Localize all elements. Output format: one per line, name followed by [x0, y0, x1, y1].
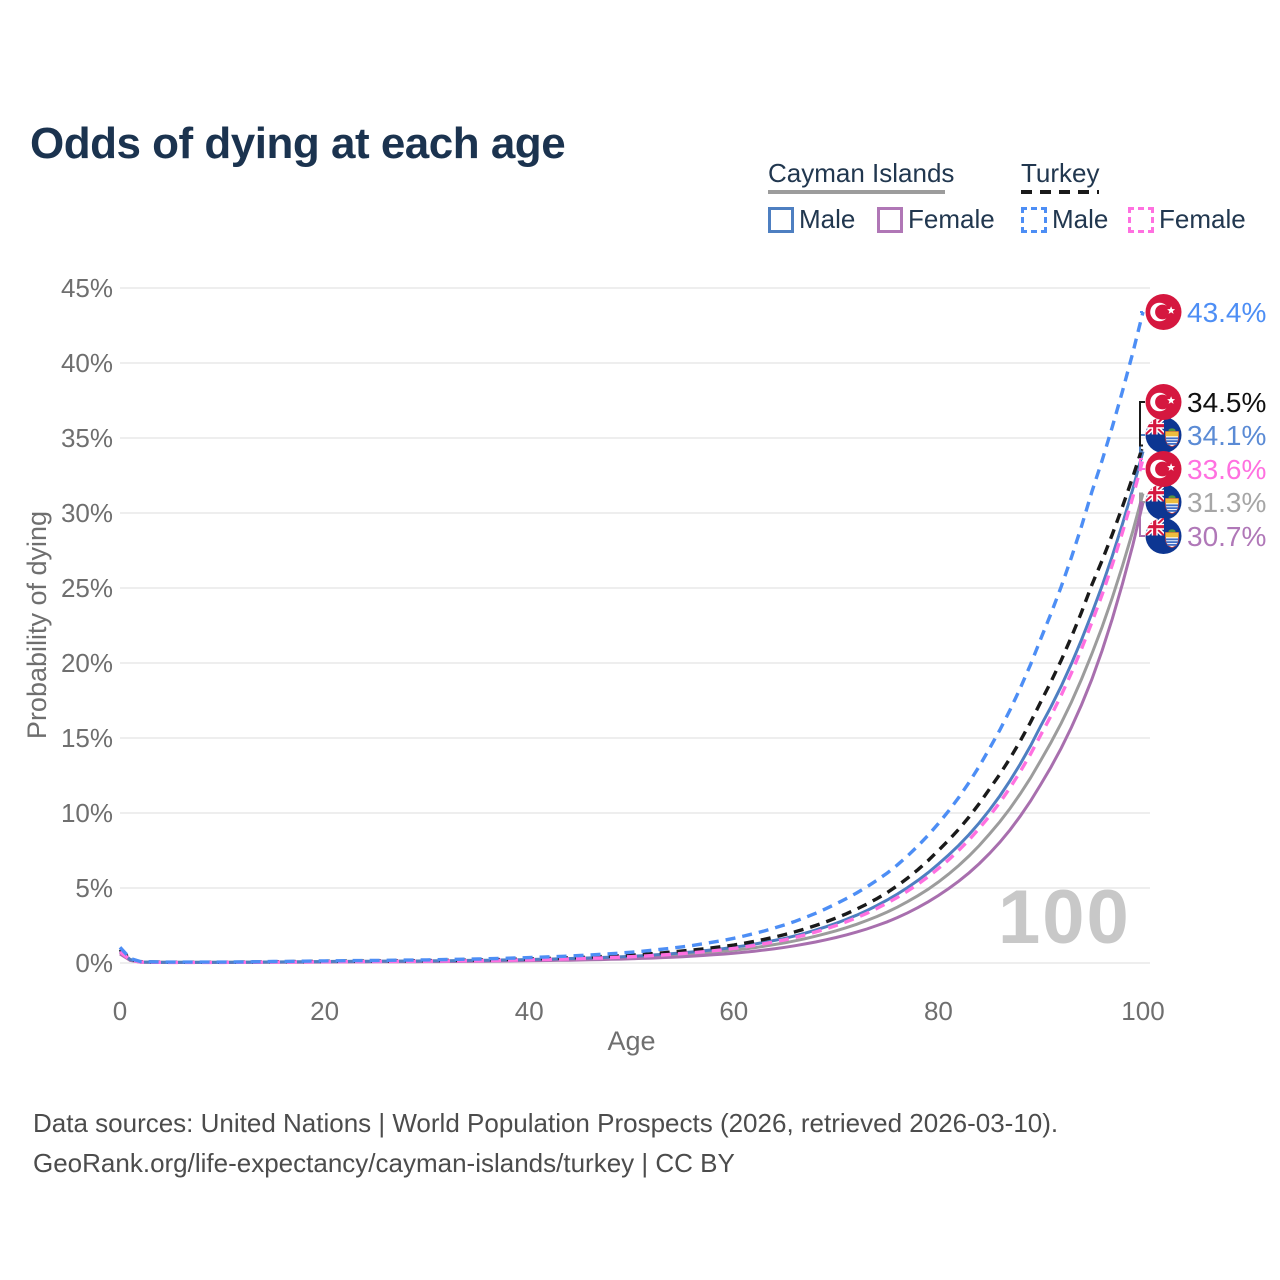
age-counter-watermark: 100: [998, 875, 1131, 960]
legend-item-cayman-male[interactable]: Male: [768, 204, 855, 235]
turkey-flag-icon: [1145, 451, 1182, 487]
cayman-flag-union-jack: [1145, 484, 1164, 502]
series-line-cayman-both: [119, 493, 1145, 964]
end-value-label-turkey-male: 43.4%: [1187, 297, 1266, 328]
cayman-flag-field: [1145, 417, 1182, 453]
y-tick-label: 10%: [61, 798, 113, 828]
legend-item-cayman-female[interactable]: Female: [877, 204, 995, 235]
cayman-islands-flag-icon: [1145, 484, 1182, 520]
legend-item-label: Female: [908, 204, 995, 234]
y-tick-label: 40%: [61, 348, 113, 378]
label-connector-cayman-female: [1139, 501, 1145, 537]
end-value-label-cayman-male: 34.1%: [1187, 420, 1266, 451]
y-tick-label: 45%: [61, 273, 113, 303]
x-tick-label: 40: [515, 996, 544, 1026]
x-tick-label: 100: [1121, 996, 1164, 1026]
legend-underline-turkey-dashed-line: [1021, 190, 1099, 194]
y-tick-label: 5%: [75, 873, 113, 903]
series-line-turkey-female: [118, 458, 1145, 965]
series-line-cayman-male: [119, 451, 1145, 964]
cayman-flag-union-jack: [1145, 518, 1164, 536]
cayman-flag-crest: [1165, 529, 1179, 548]
page-title: Odds of dying at each age: [30, 119, 566, 169]
turkey-flag-crescent: [1155, 394, 1170, 410]
end-value-label-turkey-female: 33.6%: [1187, 454, 1266, 485]
end-value-label-cayman-both: 31.3%: [1187, 487, 1266, 518]
y-axis-title: Probability of dying: [22, 511, 52, 739]
legend-group-turkey: Turkey: [1021, 158, 1100, 188]
cayman-flag-field: [1145, 518, 1182, 554]
turkey-flag-star: [1167, 463, 1176, 471]
legend-item-label: Male: [1052, 204, 1109, 234]
x-tick-label: 60: [719, 996, 748, 1026]
legend-item-turkey-female[interactable]: Female: [1128, 204, 1246, 235]
y-tick-label: 35%: [61, 423, 113, 453]
y-tick-label: 0%: [75, 948, 113, 978]
legend-group-cayman-islands: Cayman Islands: [768, 158, 955, 188]
legend-item-label: Male: [799, 204, 856, 234]
attribution-link-text[interactable]: GeoRank.org/life-expectancy/cayman-islan…: [33, 1148, 735, 1178]
x-axis-title: Age: [607, 1026, 655, 1056]
cayman-flag-union-jack: [1145, 417, 1164, 435]
cayman-flag-crest: [1165, 495, 1179, 514]
turkey-male-swatch-icon: [1021, 206, 1047, 233]
cayman-female-swatch-icon: [877, 206, 903, 233]
cayman-islands-flag-icon: [1145, 518, 1182, 554]
cayman-male-swatch-icon: [768, 206, 794, 233]
y-tick-label: 15%: [61, 723, 113, 753]
end-value-label-cayman-female: 30.7%: [1187, 521, 1266, 552]
turkey-flag-icon: [1145, 384, 1182, 420]
series-line-cayman-female: [119, 502, 1145, 964]
series-line-turkey-male: [118, 311, 1145, 964]
label-connector-turkey-both: [1139, 401, 1145, 447]
legend-item-label: Female: [1159, 204, 1246, 234]
x-tick-label: 80: [924, 996, 953, 1026]
turkey-flag-star: [1167, 396, 1176, 404]
x-tick-label: 20: [310, 996, 339, 1026]
series-line-turkey-both: [118, 444, 1145, 964]
x-tick-label: 0: [113, 996, 127, 1026]
turkey-flag-star: [1167, 306, 1176, 314]
label-connector-turkey-female: [1139, 458, 1145, 470]
cayman-flag-crest: [1165, 428, 1179, 447]
end-value-label-turkey-both: 34.5%: [1187, 387, 1266, 418]
y-tick-label: 20%: [61, 648, 113, 678]
turkey-flag-crescent: [1155, 304, 1170, 320]
cayman-flag-field: [1145, 484, 1182, 520]
y-tick-label: 25%: [61, 573, 113, 603]
legend-item-turkey-male[interactable]: Male: [1021, 204, 1108, 235]
turkey-female-swatch-icon: [1128, 206, 1154, 233]
y-tick-label: 30%: [61, 498, 113, 528]
turkey-flag-icon: [1145, 294, 1182, 330]
cayman-islands-flag-icon: [1145, 417, 1182, 453]
legend-underline-cayman-solid-line: [768, 190, 945, 194]
turkey-flag-crescent: [1155, 461, 1170, 477]
data-sources-text: Data sources: United Nations | World Pop…: [33, 1108, 1059, 1138]
